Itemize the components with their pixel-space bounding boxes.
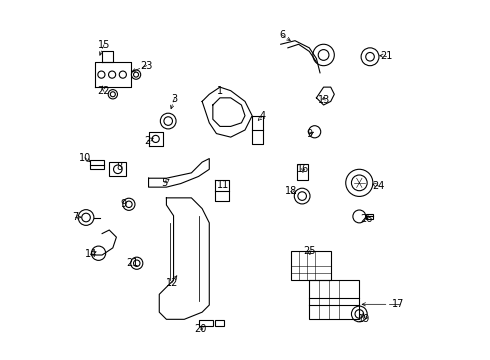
Text: 9: 9 [121,199,126,209]
Text: 2: 2 [145,136,151,146]
Text: 14: 14 [85,249,97,259]
Text: 13: 13 [318,95,330,105]
Text: 1: 1 [217,86,223,96]
Text: 6: 6 [279,30,286,40]
Bar [109,162,126,176]
Bar [215,320,223,327]
Bar [366,213,373,219]
Text: 16: 16 [297,163,309,174]
Bar [90,160,104,169]
Text: 7: 7 [72,212,78,222]
Text: 10: 10 [79,153,91,163]
Text: 9: 9 [306,129,312,139]
Text: 26: 26 [360,213,372,224]
Bar [292,251,331,280]
Bar [198,320,213,327]
Text: 11: 11 [218,180,230,190]
Text: 19: 19 [358,314,370,324]
Bar [297,164,308,180]
Text: 24: 24 [372,181,385,191]
Text: 5: 5 [162,178,168,188]
Bar [309,280,359,319]
Text: 20: 20 [194,324,206,334]
Text: 18: 18 [285,186,297,197]
Text: 21: 21 [126,258,139,268]
Text: 22: 22 [98,86,110,96]
Text: 8: 8 [116,162,122,172]
Text: 12: 12 [166,278,178,288]
Text: 23: 23 [141,61,153,71]
Text: 4: 4 [259,111,265,121]
Text: 15: 15 [98,40,110,50]
Text: 3: 3 [171,94,177,104]
Text: 17: 17 [392,299,405,309]
Text: 25: 25 [303,246,316,256]
Text: 21: 21 [380,51,392,61]
